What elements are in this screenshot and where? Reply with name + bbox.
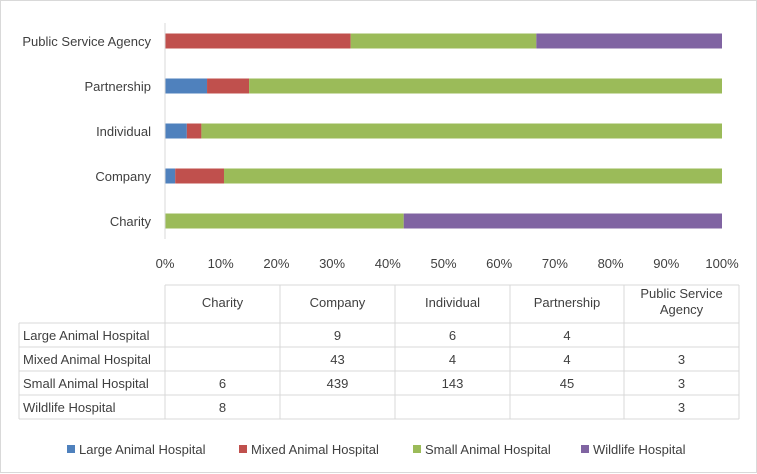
- table-cell-value: 3: [678, 376, 685, 391]
- table-cell-value: 4: [449, 352, 456, 367]
- x-tick-label: 80%: [598, 256, 624, 271]
- bar-segment: [249, 78, 722, 94]
- table-header-label: Partnership: [534, 295, 600, 310]
- table-cell-value: 439: [327, 376, 349, 391]
- bar-segment: [186, 123, 202, 139]
- bar-segment: [350, 33, 537, 49]
- x-tick-label: 60%: [486, 256, 512, 271]
- table-cell-value: 43: [330, 352, 344, 367]
- bar-segment: [536, 33, 722, 49]
- legend-label: Large Animal Hospital: [79, 442, 206, 457]
- bar-segment: [403, 213, 722, 229]
- legend-label: Small Animal Hospital: [425, 442, 551, 457]
- x-tick-label: 90%: [653, 256, 679, 271]
- table-cell-value: 45: [560, 376, 574, 391]
- category-label: Charity: [110, 214, 152, 229]
- category-label: Public Service Agency: [22, 34, 151, 49]
- legend-swatch: [239, 445, 247, 453]
- bar-segment: [165, 123, 187, 139]
- bar-segment: [175, 168, 224, 184]
- bar-segment: [207, 78, 250, 94]
- legend-swatch: [581, 445, 589, 453]
- category-label: Partnership: [85, 79, 151, 94]
- table-cell-value: 6: [219, 376, 226, 391]
- table-header-label: Individual: [425, 295, 480, 310]
- table-header-label: Company: [310, 295, 366, 310]
- table-header-label: Public Service Agency: [640, 286, 722, 317]
- x-tick-label: 50%: [430, 256, 456, 271]
- x-tick-label: 70%: [542, 256, 568, 271]
- bar-segment: [223, 168, 723, 184]
- bar-segment: [165, 213, 404, 229]
- table-cell-value: 8: [219, 400, 226, 415]
- legend-swatch: [67, 445, 75, 453]
- legend-label: Wildlife Hospital: [593, 442, 686, 457]
- table-row-label: Wildlife Hospital: [23, 400, 116, 415]
- bar-segment: [201, 123, 722, 139]
- x-tick-label: 100%: [705, 256, 739, 271]
- table-row-label: Small Animal Hospital: [23, 376, 149, 391]
- table-cell-value: 4: [563, 328, 570, 343]
- x-tick-label: 20%: [263, 256, 289, 271]
- x-tick-label: 10%: [208, 256, 234, 271]
- legend-swatch: [413, 445, 421, 453]
- bar-segment: [165, 33, 351, 49]
- table-header-label: Charity: [202, 295, 244, 310]
- x-tick-label: 30%: [319, 256, 345, 271]
- bar-segment: [165, 168, 176, 184]
- table-row-label: Mixed Animal Hospital: [23, 352, 151, 367]
- table-cell-value: 4: [563, 352, 570, 367]
- category-label: Individual: [96, 124, 151, 139]
- category-label: Company: [95, 169, 151, 184]
- table-cell-value: 143: [442, 376, 464, 391]
- bar-segment: [165, 78, 208, 94]
- table-row-label: Large Animal Hospital: [23, 328, 150, 343]
- table-cell-value: 6: [449, 328, 456, 343]
- x-tick-label: 40%: [375, 256, 401, 271]
- legend-label: Mixed Animal Hospital: [251, 442, 379, 457]
- table-cell-value: 3: [678, 352, 685, 367]
- table-cell-value: 3: [678, 400, 685, 415]
- x-tick-label: 0%: [156, 256, 175, 271]
- table-cell-value: 9: [334, 328, 341, 343]
